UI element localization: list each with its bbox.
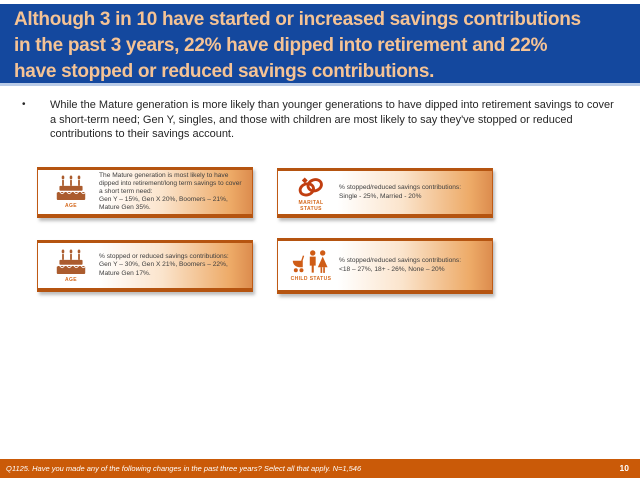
icon-label: AGE: [64, 276, 78, 283]
infobox-text: % stopped/reduced savings contributions:…: [339, 173, 487, 212]
title-banner: Although 3 in 10 have started or increas…: [0, 4, 640, 86]
slide-title-line: in the past 3 years, 22% have dipped int…: [14, 35, 548, 56]
bullet-marker: •: [22, 99, 26, 110]
infobox-text: % stopped/reduced savings contributions:…: [339, 243, 487, 288]
infobox-line: <18 – 27%, 18+ - 26%, None – 20%: [339, 265, 445, 273]
slide-title-line: Although 3 in 10 have started or increas…: [14, 9, 581, 30]
survey-footnote: Q1125. Have you made any of the followin…: [6, 464, 362, 473]
infobox-line: Gen Y – 30%, Gen X 21%, Boomers – 22%, M…: [99, 261, 228, 277]
icon-label: CHILD STATUS: [290, 276, 332, 282]
icon-column: MARITAL STATUS: [283, 173, 339, 212]
infobox-age-dipped: AGE The Mature generation is most likely…: [37, 167, 253, 218]
infobox-line: % stopped/reduced savings contributions:: [339, 184, 462, 192]
footer-bar: Q1125. Have you made any of the followin…: [0, 459, 640, 478]
infobox-child-status: CHILD STATUS % stopped/reduced savings c…: [277, 238, 493, 294]
infobox-line: % stopped/reduced savings contributions:: [339, 257, 462, 265]
icon-column: AGE: [43, 245, 99, 286]
icon-label: AGE: [64, 203, 78, 209]
infobox-line: Gen Y – 15%, Gen X 20%, Boomers – 21%, M…: [99, 196, 228, 212]
icon-column: CHILD STATUS: [283, 243, 339, 288]
slide-title-line: have stopped or reduced savings contribu…: [14, 61, 435, 82]
page-number: 10: [619, 463, 629, 473]
infobox-text: % stopped or reduced savings contributio…: [99, 245, 247, 286]
icon-label: MARITAL STATUS: [298, 199, 324, 212]
icon-column: AGE: [43, 172, 99, 212]
rings-icon: [296, 174, 326, 199]
infobox-line: % stopped or reduced savings contributio…: [99, 253, 229, 261]
infobox-text: The Mature generation is most likely to …: [99, 172, 247, 212]
infobox-age-stopped: AGE % stopped or reduced savings contrib…: [37, 240, 253, 292]
bullet-paragraph: • While the Mature generation is more li…: [22, 98, 618, 142]
infobox-line: The Mature generation is most likely to …: [99, 171, 242, 195]
infobox-marital-status: MARITAL STATUS % stopped/reduced savings…: [277, 168, 493, 218]
cake-icon: [55, 249, 87, 276]
cake-icon: [55, 175, 87, 202]
family-icon: [291, 249, 331, 275]
infobox-line: Single - 25%, Married - 20%: [339, 192, 422, 200]
bullet-text: While the Mature generation is more like…: [50, 99, 614, 140]
